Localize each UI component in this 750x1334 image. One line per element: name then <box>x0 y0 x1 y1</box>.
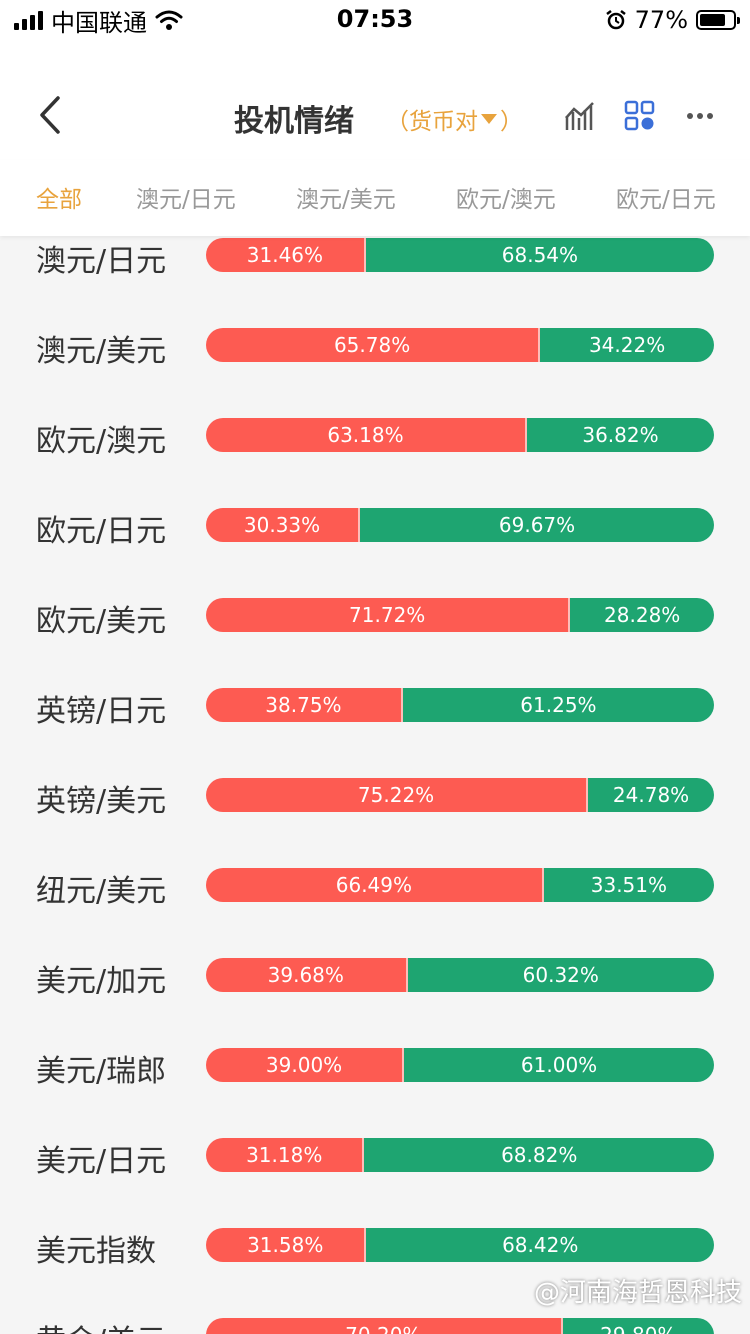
pair-label: 美元/日元 <box>36 1144 167 1179</box>
long-percent-segment: 38.75% <box>206 688 403 722</box>
sentiment-bar: 39.00% 61.00% <box>206 1048 714 1082</box>
caret-down-icon <box>481 114 497 124</box>
sentiment-row[interactable]: 欧元/美元 71.72% 28.28% <box>0 570 750 660</box>
sentiment-bar: 75.22% 24.78% <box>206 778 714 812</box>
sentiment-row[interactable]: 美元/瑞郎 39.00% 61.00% <box>0 1020 750 1110</box>
carrier-label: 中国联通 <box>51 8 147 37</box>
tab-eur-aud[interactable]: 欧元/澳元 <box>456 187 556 213</box>
wifi-icon <box>155 10 183 30</box>
signal-icon <box>14 10 43 30</box>
sentiment-bar: 30.33% 69.67% <box>206 508 714 542</box>
long-percent-segment: 66.49% <box>206 868 544 902</box>
tab-aud-usd[interactable]: 澳元/美元 <box>296 187 396 213</box>
sentiment-bar: 66.49% 33.51% <box>206 868 714 902</box>
pair-label: 英镑/日元 <box>36 694 167 729</box>
pair-label: 美元/瑞郎 <box>36 1054 167 1089</box>
sentiment-list[interactable]: 澳元/日元 31.46% 68.54% 澳元/美元 65.78% 34.22% 欧元/澳元 6… <box>0 236 750 1334</box>
sentiment-bar: 39.68% 60.32% <box>206 958 714 992</box>
pair-label: 欧元/美元 <box>36 604 167 639</box>
sentiment-bar: 31.58% 68.42% <box>206 1228 714 1262</box>
page-title: 投机情绪 <box>234 104 354 139</box>
short-percent-segment: 61.00% <box>404 1048 714 1082</box>
short-percent-segment: 36.82% <box>526 418 714 452</box>
battery-fill <box>700 14 725 26</box>
sentiment-bar: 71.72% 28.28% <box>206 598 714 632</box>
pair-label: 黄金/美元 <box>36 1316 166 1334</box>
sentiment-row[interactable]: 英镑/美元 75.22% 24.78% <box>0 750 750 840</box>
sentiment-row[interactable]: 欧元/澳元 63.18% 36.82% <box>0 390 750 480</box>
short-percent-segment: 61.25% <box>402 688 714 722</box>
grid-view-icon[interactable] <box>622 98 658 134</box>
sentiment-row[interactable]: 美元/加元 39.68% 60.32% <box>0 930 750 1020</box>
filter-close: ） <box>500 109 523 135</box>
pair-label: 欧元/日元 <box>36 514 167 549</box>
sentiment-row[interactable]: 欧元/日元 30.33% 69.67% <box>0 480 750 570</box>
long-percent-segment: 75.22% <box>206 778 589 812</box>
sentiment-bar: 31.18% 68.82% <box>206 1138 714 1172</box>
short-percent-segment: 24.78% <box>588 778 714 812</box>
short-percent-segment: 29.80% <box>562 1318 714 1334</box>
battery-percent: 77% <box>634 6 688 34</box>
tab-eur-jpy[interactable]: 欧元/日元 <box>616 187 716 213</box>
short-percent-segment: 69.67% <box>360 508 714 542</box>
long-percent-segment: 70.20% <box>206 1318 563 1334</box>
long-percent-segment: 39.00% <box>206 1048 405 1082</box>
battery-icon <box>696 10 740 30</box>
tab-aud-jpy[interactable]: 澳元/日元 <box>136 187 236 213</box>
short-percent-segment: 68.54% <box>365 238 714 272</box>
sentiment-row[interactable]: 美元指数 31.58% 68.42% <box>0 1200 750 1290</box>
short-percent-segment: 28.28% <box>570 598 714 632</box>
long-percent-segment: 65.78% <box>206 328 541 362</box>
short-percent-segment: 60.32% <box>407 958 714 992</box>
sentiment-row[interactable]: 纽元/美元 66.49% 33.51% <box>0 840 750 930</box>
long-percent-segment: 31.46% <box>206 238 366 272</box>
status-bar: 中国联通 07:53 77% <box>0 0 750 40</box>
sentiment-row[interactable]: 英镑/日元 38.75% 61.25% <box>0 660 750 750</box>
short-percent-segment: 68.42% <box>366 1228 714 1262</box>
chart-icon[interactable] <box>562 98 598 134</box>
pair-label: 欧元/澳元 <box>36 424 167 459</box>
sentiment-bar: 31.46% 68.54% <box>206 238 714 272</box>
long-percent-segment: 31.58% <box>206 1228 367 1262</box>
pair-label: 美元/加元 <box>36 964 167 999</box>
sentiment-bar: 70.20%29.80% <box>206 1318 714 1334</box>
sentiment-row[interactable]: 黄金/美元 70.20%29.80% <box>0 1290 750 1334</box>
alarm-icon <box>605 10 626 30</box>
tab-bar: 全部 澳元/日元 澳元/美元 欧元/澳元 欧元/日元 <box>0 160 750 236</box>
long-percent-segment: 30.33% <box>206 508 361 542</box>
watermark: @河南海哲恩科技 <box>533 1278 742 1308</box>
long-percent-segment: 71.72% <box>206 598 571 632</box>
sentiment-row[interactable]: 澳元/日元 31.46% 68.54% <box>0 236 750 300</box>
short-percent-segment: 68.82% <box>364 1138 714 1172</box>
sentiment-bar: 63.18% 36.82% <box>206 418 714 452</box>
currency-pair-filter[interactable]: （货币对 ） <box>386 102 523 136</box>
short-percent-segment: 33.51% <box>543 868 714 902</box>
back-arrow-icon[interactable] <box>30 90 70 140</box>
status-right: 77% <box>605 6 740 34</box>
filter-label: （货币对 <box>386 109 478 135</box>
status-left: 中国联通 <box>14 6 183 37</box>
status-time: 07:53 <box>336 5 414 33</box>
pair-label: 纽元/美元 <box>36 874 167 909</box>
sentiment-row[interactable]: 澳元/美元 65.78% 34.22% <box>0 300 750 390</box>
long-percent-segment: 39.68% <box>206 958 408 992</box>
more-icon[interactable] <box>682 98 718 134</box>
pair-label: 澳元/日元 <box>36 244 167 279</box>
sentiment-row[interactable]: 美元/日元 31.18% 68.82% <box>0 1110 750 1200</box>
tab-all[interactable]: 全部 <box>36 187 82 213</box>
nav-bar: 投机情绪 （货币对 ） <box>0 40 750 160</box>
sentiment-bar: 38.75% 61.25% <box>206 688 714 722</box>
pair-label: 美元指数 <box>36 1234 156 1269</box>
long-percent-segment: 31.18% <box>206 1138 365 1172</box>
long-percent-segment: 63.18% <box>206 418 527 452</box>
short-percent-segment: 34.22% <box>540 328 714 362</box>
pair-label: 英镑/美元 <box>36 784 167 819</box>
sentiment-bar: 65.78% 34.22% <box>206 328 714 362</box>
pair-label: 澳元/美元 <box>36 334 167 369</box>
